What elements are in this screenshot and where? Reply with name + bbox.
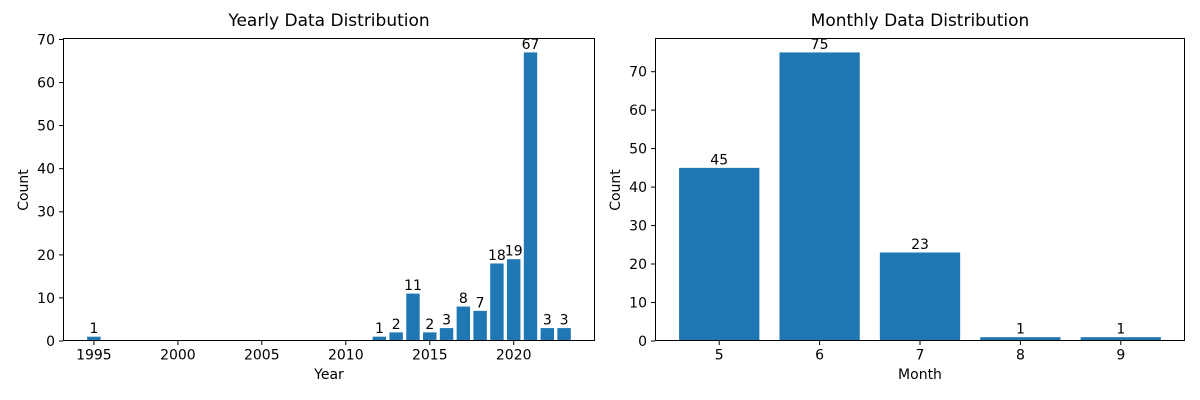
bar-value-label: 3 <box>543 313 552 329</box>
yaxis-label-count-monthly: Count <box>608 169 624 211</box>
x-tick-label: 2020 <box>496 348 532 364</box>
chart-title-monthly: Monthly Data Distribution <box>810 11 1030 31</box>
y-tick-label: 20 <box>629 257 647 273</box>
y-tick-label: 40 <box>37 162 55 178</box>
y-tick-label: 70 <box>37 32 55 48</box>
y-tick-label: 30 <box>629 219 647 235</box>
bar <box>523 52 538 342</box>
bar <box>389 332 403 341</box>
bar-value-label: 18 <box>488 248 506 264</box>
bar-value-label: 8 <box>459 291 468 307</box>
bar <box>540 328 555 341</box>
y-tick-label: 50 <box>629 142 647 158</box>
x-tick-label: 9 <box>1116 348 1125 364</box>
bar <box>87 336 101 341</box>
x-tick-label: 6 <box>815 348 824 364</box>
bar <box>439 328 454 341</box>
y-tick-label: 50 <box>37 119 55 135</box>
y-tick-label: 40 <box>629 180 647 196</box>
bar-value-label: 2 <box>425 317 434 333</box>
bar-value-label: 7 <box>476 295 485 311</box>
y-tick-label: 0 <box>46 334 55 350</box>
bar <box>879 252 961 341</box>
bar <box>490 263 504 341</box>
bar <box>372 336 387 341</box>
bar <box>557 328 571 341</box>
y-tick-label: 30 <box>37 205 55 221</box>
bar <box>507 259 521 341</box>
y-tick-label: 70 <box>629 65 647 81</box>
x-tick-label: 2010 <box>328 348 364 364</box>
x-tick-label: 2005 <box>244 348 280 364</box>
bar-value-label: 23 <box>911 237 929 253</box>
bar <box>679 167 760 341</box>
y-tick-label: 20 <box>37 248 55 264</box>
bar <box>456 306 471 341</box>
bar <box>473 310 487 341</box>
y-tick-label: 10 <box>629 295 647 311</box>
bar-value-label: 75 <box>811 37 829 53</box>
bar-value-label: 3 <box>560 313 569 329</box>
bar <box>980 337 1061 341</box>
x-tick-label: 5 <box>715 348 724 364</box>
x-tick-label: 2015 <box>412 348 448 364</box>
bar <box>423 332 437 341</box>
bar-value-label: 1 <box>89 321 98 337</box>
xaxis-label-year: Year <box>314 367 344 383</box>
bar-value-label: 1 <box>1116 322 1125 338</box>
chart-title-yearly: Yearly Data Distribution <box>228 11 430 31</box>
bar-value-label: 2 <box>392 317 401 333</box>
x-tick-label: 7 <box>916 348 925 364</box>
bar-value-label: 45 <box>710 152 728 168</box>
bar-value-label: 1 <box>375 321 384 337</box>
axes-spines <box>655 38 1185 341</box>
bar <box>406 293 420 341</box>
x-tick-label: 1995 <box>76 348 112 364</box>
bar-value-label: 11 <box>404 278 422 294</box>
y-tick-label: 60 <box>37 76 55 92</box>
x-tick-label: 2000 <box>160 348 196 364</box>
y-tick-label: 60 <box>629 103 647 119</box>
bar-value-label: 19 <box>505 244 523 260</box>
y-tick-label: 10 <box>37 291 55 307</box>
x-tick-label: 8 <box>1016 348 1025 364</box>
xaxis-label-month: Month <box>898 367 942 383</box>
bar <box>779 52 860 342</box>
axes-spines <box>63 38 595 341</box>
y-tick-label: 0 <box>638 334 647 350</box>
bar-value-label: 3 <box>442 313 451 329</box>
yaxis-label-count-yearly: Count <box>16 169 32 211</box>
bar-value-label: 1 <box>1016 322 1025 338</box>
bar-value-label: 67 <box>522 37 540 53</box>
bar <box>1080 337 1161 341</box>
